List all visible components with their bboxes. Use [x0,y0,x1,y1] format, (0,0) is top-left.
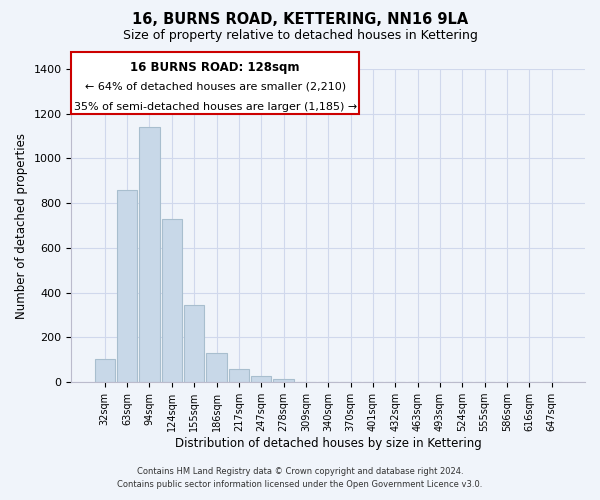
Bar [117,190,137,382]
Bar [184,305,204,382]
Text: Contains HM Land Registry data © Crown copyright and database right 2024.
Contai: Contains HM Land Registry data © Crown c… [118,467,482,489]
Bar [251,376,271,382]
Text: 35% of semi-detached houses are larger (1,185) →: 35% of semi-detached houses are larger (… [74,102,357,112]
Bar [95,358,115,382]
X-axis label: Distribution of detached houses by size in Kettering: Distribution of detached houses by size … [175,437,482,450]
Text: ← 64% of detached houses are smaller (2,210): ← 64% of detached houses are smaller (2,… [85,82,346,92]
Text: Size of property relative to detached houses in Kettering: Size of property relative to detached ho… [122,29,478,42]
Bar [206,353,227,382]
Bar [162,219,182,382]
FancyBboxPatch shape [71,52,359,114]
Bar [229,369,249,382]
Bar [274,379,293,382]
Text: 16, BURNS ROAD, KETTERING, NN16 9LA: 16, BURNS ROAD, KETTERING, NN16 9LA [132,12,468,28]
Text: 16 BURNS ROAD: 128sqm: 16 BURNS ROAD: 128sqm [130,61,300,74]
Y-axis label: Number of detached properties: Number of detached properties [15,132,28,318]
Bar [139,127,160,382]
